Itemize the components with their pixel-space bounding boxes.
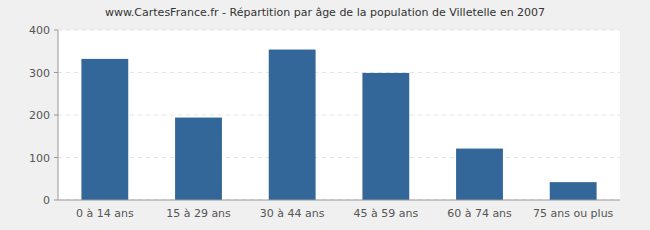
grid-line	[58, 115, 620, 116]
y-axis	[58, 30, 59, 200]
tick-mark	[54, 200, 58, 201]
y-tick-label: 200	[29, 109, 50, 122]
x-tick-label: 75 ans ou plus	[533, 207, 614, 220]
grid-line	[58, 72, 620, 73]
chart-svg: www.CartesFrance.fr - Répartition par âg…	[0, 0, 650, 230]
bar	[362, 73, 409, 200]
bar	[175, 118, 222, 200]
chart-container: www.CartesFrance.fr - Répartition par âg…	[0, 0, 650, 230]
y-tick-label: 100	[29, 152, 50, 165]
x-tick-label: 30 à 44 ans	[260, 207, 325, 220]
x-tick-label: 0 à 14 ans	[76, 207, 134, 220]
bars	[81, 50, 596, 200]
y-tick-label: 300	[29, 67, 50, 80]
grid-line	[58, 200, 620, 201]
x-axis	[58, 200, 620, 201]
tick-mark	[54, 157, 58, 158]
x-tick-label: 15 à 29 ans	[166, 207, 231, 220]
plot-area	[58, 30, 620, 200]
x-tick-label: 45 à 59 ans	[353, 207, 418, 220]
tick-mark	[54, 115, 58, 116]
grid-line	[58, 30, 620, 31]
bar	[456, 149, 503, 200]
bar	[269, 50, 316, 200]
grid-line	[58, 157, 620, 158]
y-tick-label: 400	[29, 24, 50, 37]
x-tick-label: 60 à 74 ans	[447, 207, 512, 220]
bar	[550, 182, 597, 200]
title: www.CartesFrance.fr - Répartition par âg…	[105, 6, 545, 19]
background	[0, 0, 650, 230]
bar	[81, 59, 128, 200]
tick-mark	[54, 30, 58, 31]
y-tick-label: 0	[43, 194, 50, 207]
tick-mark	[54, 72, 58, 73]
